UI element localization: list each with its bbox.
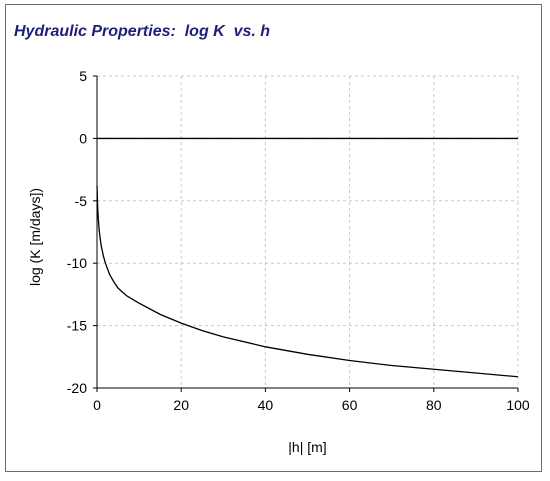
y-tick-label--5: -5 xyxy=(75,193,88,209)
x-tick-label-0: 0 xyxy=(93,397,101,413)
x-tick-label-40: 40 xyxy=(258,397,274,413)
y-tick-label-0: 0 xyxy=(79,130,87,146)
y-tick-label--10: -10 xyxy=(67,255,87,271)
x-tick-label-60: 60 xyxy=(342,397,358,413)
x-axis-label: |h| [m] xyxy=(288,439,326,455)
x-tick-label-100: 100 xyxy=(506,397,530,413)
series-layer xyxy=(96,185,519,378)
tick-label-layer: 5 0 -5 -10 -15 -20 0 20 40 60 80 100 xyxy=(67,68,530,413)
x-tick-label-20: 20 xyxy=(173,397,189,413)
chart-title: Hydraulic Properties: log K vs. h xyxy=(14,23,271,40)
chart-frame xyxy=(5,4,542,472)
y-axis-label: log (K [m/days]) xyxy=(27,188,43,286)
grid-layer xyxy=(97,75,519,388)
y-tick-label--20: -20 xyxy=(67,380,87,396)
series-line-0 xyxy=(96,185,519,378)
axis-layer xyxy=(93,75,519,392)
x-tick-label-80: 80 xyxy=(426,397,442,413)
y-tick-label--15: -15 xyxy=(67,318,87,334)
y-tick-label-5: 5 xyxy=(79,68,87,84)
